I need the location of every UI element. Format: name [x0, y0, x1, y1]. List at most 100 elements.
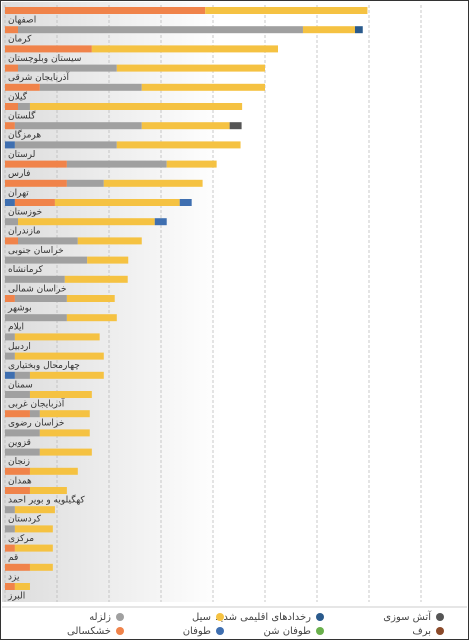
- bar-segment: [103, 179, 203, 187]
- bar-segment: [29, 371, 104, 379]
- legend-swatch: [216, 627, 224, 635]
- bar-segment: [5, 371, 15, 379]
- bar-segment: [29, 467, 78, 475]
- category-label: سیستان وبلوچستان: [8, 54, 81, 64]
- category-label: خوزستان: [8, 208, 42, 218]
- category-label: سمنان: [8, 380, 33, 390]
- bar-segment: [302, 26, 355, 34]
- bar-segment: [64, 275, 128, 283]
- category-label: همدان: [8, 476, 32, 486]
- category-label: تهران: [8, 188, 29, 198]
- category-label: بوشهر: [7, 304, 32, 314]
- category-label: قزوین: [8, 438, 31, 448]
- bar-segment: [5, 26, 18, 34]
- bar-segment: [18, 237, 78, 245]
- bar-segment: [5, 45, 92, 53]
- bar-segment: [29, 391, 92, 398]
- bar-segment: [5, 352, 15, 360]
- legend-swatch: [316, 627, 324, 635]
- legend-label: زلزله: [89, 612, 111, 623]
- category-label: گیلان: [8, 90, 28, 102]
- legend-swatch: [116, 613, 124, 621]
- bar-segment: [5, 160, 67, 168]
- bar-segment: [91, 45, 278, 53]
- bar-segment: [29, 563, 53, 571]
- bar-segment: [14, 199, 55, 206]
- bar-segment: [5, 295, 15, 302]
- bar-segment: [39, 448, 92, 456]
- bar-segment: [205, 7, 368, 14]
- category-label: خراسان جنوبی: [8, 246, 64, 256]
- category-label: زنجان: [8, 457, 30, 467]
- bar-segment: [5, 583, 15, 590]
- bar-segment: [179, 199, 192, 206]
- bar-segment: [29, 410, 40, 418]
- bar-segment: [54, 199, 180, 206]
- category-label: کرمانشاه: [8, 265, 44, 275]
- bar-segment: [14, 544, 53, 552]
- bar-segment: [5, 83, 40, 91]
- category-label: فارس: [8, 169, 30, 179]
- bar-segment: [5, 218, 18, 226]
- category-label: اصفهان: [8, 16, 36, 26]
- bar-segment: [166, 160, 217, 168]
- bar-segment: [14, 141, 117, 149]
- bar-segment: [18, 64, 117, 72]
- legend-label: طوفان: [183, 626, 211, 637]
- bar-segment: [141, 83, 265, 91]
- category-label: ایلام: [8, 323, 24, 333]
- bar-segment: [29, 103, 243, 110]
- bar-segment: [5, 333, 15, 341]
- bar-segment: [5, 487, 30, 494]
- bar-segment: [229, 122, 242, 130]
- bar-segment: [14, 122, 142, 130]
- category-label: هرمزگان: [8, 129, 41, 141]
- category-label: کردستان: [8, 515, 42, 525]
- bar-segment: [18, 218, 155, 226]
- bar-segment: [5, 64, 18, 72]
- bar-segment: [5, 256, 88, 264]
- bar-segment: [5, 179, 67, 187]
- bar-segment: [5, 141, 15, 149]
- bar-segment: [14, 506, 55, 514]
- bar-segment: [5, 506, 15, 514]
- category-label: لرستان: [8, 150, 35, 160]
- bar-segment: [5, 391, 30, 398]
- bar-segment: [141, 122, 230, 130]
- legend-label: رخدادهای اقلیمی شدید: [215, 612, 311, 623]
- legend-label: آتش سوزی: [383, 610, 432, 623]
- bar-segment: [5, 103, 18, 110]
- bar-segment: [5, 563, 30, 571]
- bar-segment: [116, 64, 265, 72]
- legend-label: طوفان شن: [264, 626, 312, 637]
- bar-segment: [39, 83, 142, 91]
- category-label: یزد: [8, 572, 20, 582]
- bar-segment: [5, 544, 15, 552]
- bar-segment: [77, 237, 142, 245]
- bar-segment: [87, 256, 129, 264]
- bar-segment: [66, 314, 117, 322]
- bar-segment: [39, 429, 90, 437]
- bar-segment: [14, 583, 30, 590]
- bar-segment: [66, 295, 115, 302]
- category-label: البرز: [7, 592, 25, 602]
- category-label: آذربایجان غربی: [8, 398, 65, 410]
- legend-swatch: [436, 613, 444, 621]
- category-label: مازندران: [8, 227, 41, 237]
- bar-segment: [116, 141, 241, 149]
- bar-segment: [5, 275, 65, 283]
- bar-segment: [18, 26, 303, 34]
- bar-segment: [5, 314, 67, 322]
- category-label: چهارمحال وبختیاری: [8, 361, 80, 371]
- bar-segment: [66, 179, 104, 187]
- bar-segment: [14, 525, 53, 533]
- bar-segment: [5, 7, 206, 14]
- bar-segment: [354, 26, 363, 34]
- category-label: گلستان: [8, 110, 36, 122]
- bar-segment: [5, 410, 30, 418]
- bar-segment: [18, 103, 30, 110]
- bar-segment: [14, 295, 67, 302]
- bar-segment: [14, 333, 100, 341]
- legend-swatch: [116, 627, 124, 635]
- bar-segment: [29, 487, 67, 494]
